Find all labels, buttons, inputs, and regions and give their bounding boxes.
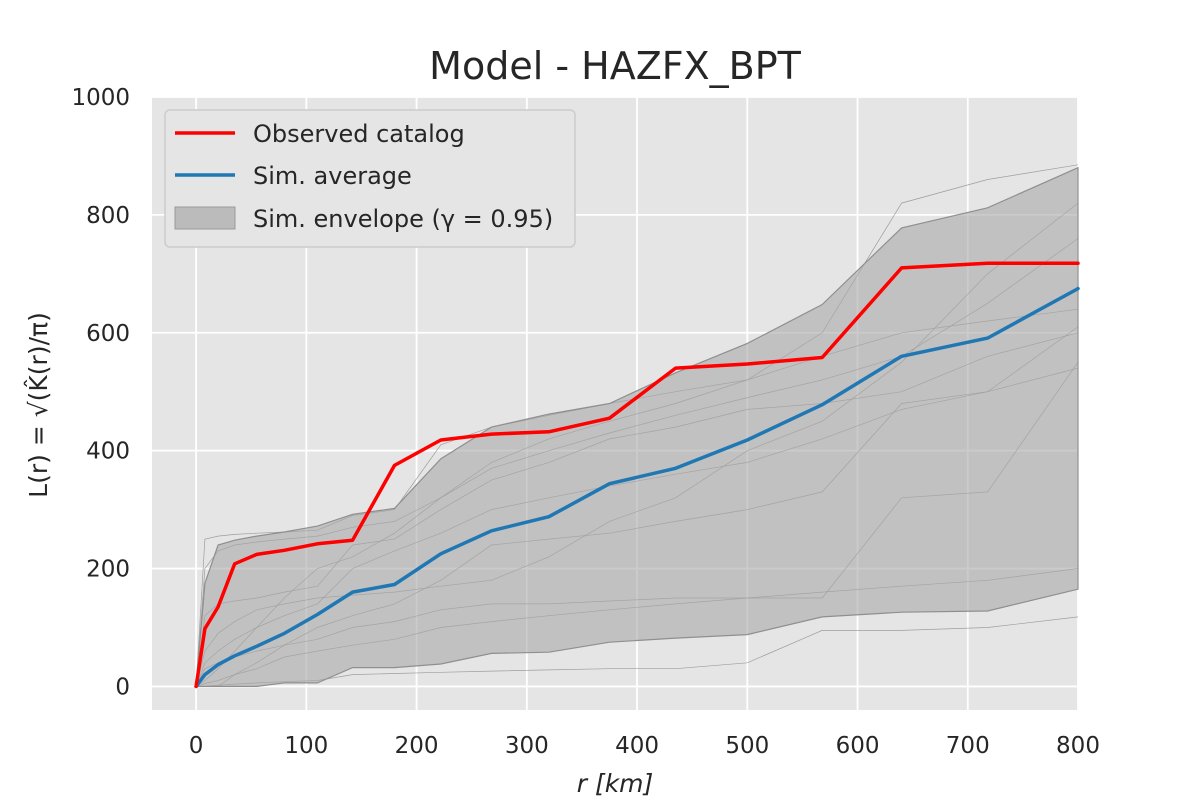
envelope-layer	[195, 166, 1079, 688]
x-tick-label: 300	[505, 733, 549, 759]
simulation-envelope	[195, 166, 1079, 688]
x-tick-label: 100	[284, 733, 328, 759]
x-tick-label: 500	[725, 733, 769, 759]
legend: Observed catalog Sim. average Sim. envel…	[164, 109, 576, 248]
series-layer	[194, 261, 1080, 689]
y-tick-label: 600	[86, 321, 130, 347]
legend-swatch-envelope	[174, 206, 236, 230]
legend-label-envelope: Sim. envelope (γ = 0.95)	[253, 205, 553, 233]
x-tick-label: 0	[189, 733, 204, 759]
chart-title: Model - HAZFX_BPT	[429, 44, 801, 88]
series-observed-catalog-line	[194, 261, 1080, 689]
y-tick-label: 1000	[71, 85, 130, 111]
x-tick-label: 700	[946, 733, 990, 759]
y-tick-label: 200	[86, 557, 130, 583]
y-tick-label: 800	[86, 203, 130, 229]
series-sim-average-line	[194, 286, 1080, 689]
x-tick-label: 600	[836, 733, 880, 759]
y-tick-label: 0	[115, 674, 130, 700]
legend-box	[164, 109, 576, 248]
x-tick-label: 400	[615, 733, 659, 759]
x-axis-label: r [km]	[577, 769, 654, 798]
legend-label-observed: Observed catalog	[253, 120, 465, 148]
legend-label-average: Sim. average	[253, 162, 412, 190]
tick-labels: 0 100 200 300 400 500 600 700 800 0 200 400 600 800 10…	[71, 85, 1100, 759]
x-tick-label: 800	[1056, 733, 1100, 759]
x-tick-label: 200	[395, 733, 439, 759]
y-tick-label: 400	[86, 439, 130, 465]
y-axis-label: L(r) = √(K̂(r)/π)	[24, 312, 53, 498]
